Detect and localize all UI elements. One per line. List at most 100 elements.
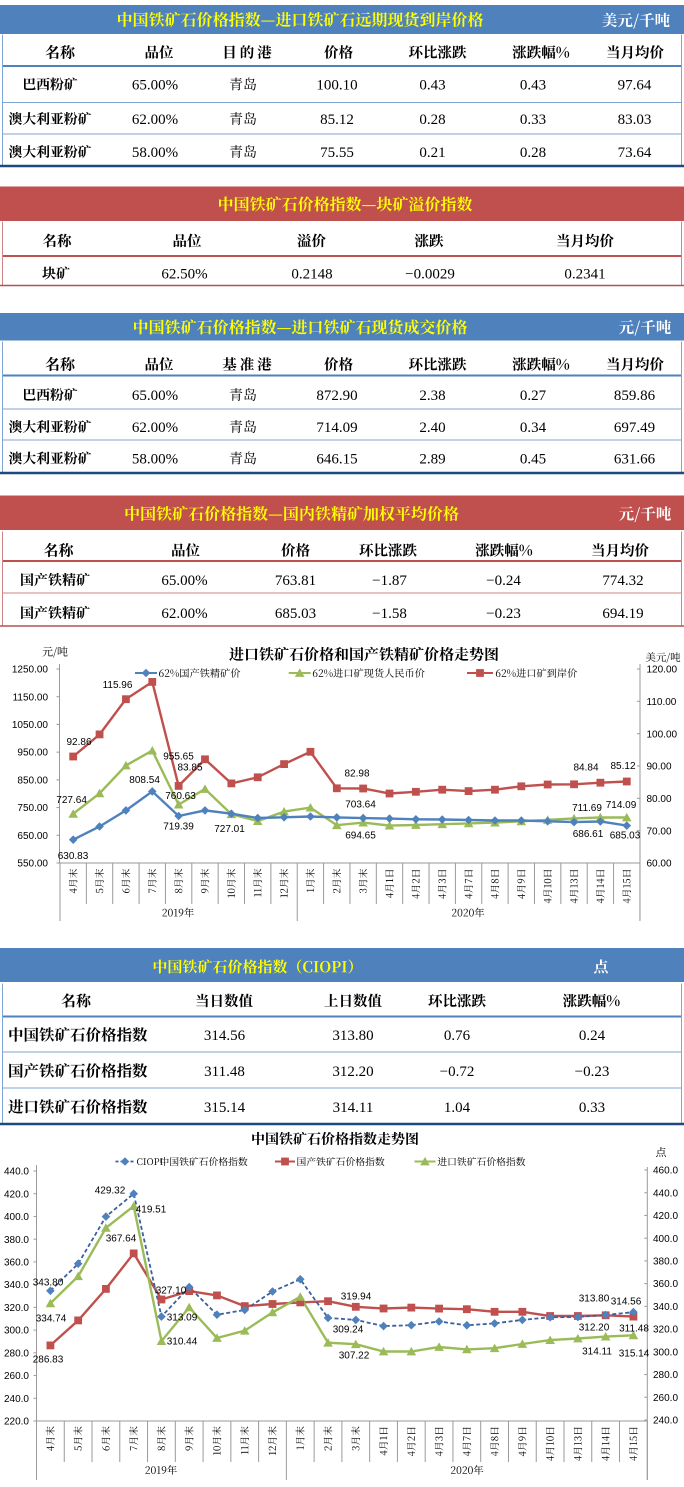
svg-text:380.0: 380.0 — [4, 1235, 29, 1246]
svg-text:313.80: 313.80 — [579, 1294, 610, 1305]
svg-text:0.34: 0.34 — [520, 420, 547, 436]
svg-text:100.10: 100.10 — [316, 77, 357, 93]
svg-text:−0.0029: −0.0029 — [405, 266, 455, 282]
svg-text:309.24: 309.24 — [333, 1325, 364, 1336]
svg-text:97.64: 97.64 — [618, 77, 652, 93]
svg-text:650.00: 650.00 — [17, 831, 48, 842]
svg-text:260.0: 260.0 — [653, 1393, 678, 1404]
svg-text:−1.87: −1.87 — [372, 573, 407, 589]
svg-text:0.2148: 0.2148 — [291, 266, 332, 282]
svg-text:300.0: 300.0 — [4, 1326, 29, 1337]
svg-text:311.48: 311.48 — [619, 1324, 649, 1335]
svg-text:872.90: 872.90 — [316, 388, 357, 404]
svg-text:65.00%: 65.00% — [132, 388, 178, 404]
svg-text:315.14: 315.14 — [204, 1100, 246, 1116]
svg-text:400.0: 400.0 — [653, 1234, 678, 1245]
svg-text:314.56: 314.56 — [204, 1028, 246, 1044]
svg-text:280.0: 280.0 — [653, 1370, 678, 1381]
svg-text:115.96: 115.96 — [103, 680, 133, 691]
svg-text:550.00: 550.00 — [17, 859, 48, 870]
svg-text:0.76: 0.76 — [444, 1028, 471, 1044]
svg-text:0.2341: 0.2341 — [564, 266, 605, 282]
svg-text:2.38: 2.38 — [419, 388, 445, 404]
svg-text:0.43: 0.43 — [419, 77, 445, 93]
svg-text:808.54: 808.54 — [129, 775, 160, 786]
svg-text:0.33: 0.33 — [520, 112, 546, 128]
svg-text:440.0: 440.0 — [653, 1188, 678, 1199]
svg-text:685.03: 685.03 — [610, 831, 641, 842]
svg-text:110.00: 110.00 — [647, 697, 677, 708]
svg-text:62.00%: 62.00% — [161, 606, 207, 622]
svg-text:−1.58: −1.58 — [372, 606, 407, 622]
svg-text:314.11: 314.11 — [582, 1347, 612, 1358]
svg-text:340.0: 340.0 — [653, 1302, 678, 1313]
svg-text:62.00%: 62.00% — [132, 112, 178, 128]
svg-text:65.00%: 65.00% — [161, 573, 207, 589]
svg-text:260.0: 260.0 — [4, 1371, 29, 1382]
svg-text:312.20: 312.20 — [579, 1323, 610, 1334]
svg-text:80.00: 80.00 — [647, 794, 672, 805]
svg-text:2.40: 2.40 — [419, 420, 445, 436]
svg-text:380.0: 380.0 — [653, 1257, 678, 1268]
svg-text:0.21: 0.21 — [419, 145, 445, 161]
svg-text:750.00: 750.00 — [17, 803, 48, 814]
svg-text:685.03: 685.03 — [275, 606, 316, 622]
svg-text:310.44: 310.44 — [167, 1337, 198, 1348]
svg-text:58.00%: 58.00% — [132, 145, 178, 161]
svg-text:0.43: 0.43 — [520, 77, 546, 93]
svg-text:313.09: 313.09 — [167, 1313, 198, 1324]
svg-text:714.09: 714.09 — [606, 800, 637, 811]
svg-text:703.64: 703.64 — [345, 800, 376, 811]
svg-text:240.0: 240.0 — [4, 1394, 29, 1405]
svg-text:313.80: 313.80 — [332, 1028, 373, 1044]
svg-text:420.0: 420.0 — [653, 1211, 678, 1222]
svg-text:343.80: 343.80 — [33, 1278, 64, 1289]
svg-text:300.0: 300.0 — [653, 1347, 678, 1358]
svg-text:84.84: 84.84 — [573, 763, 598, 774]
svg-text:82.98: 82.98 — [344, 769, 369, 780]
svg-text:360.0: 360.0 — [4, 1258, 29, 1269]
svg-text:697.49: 697.49 — [614, 420, 655, 436]
svg-text:83.85: 83.85 — [177, 763, 202, 774]
svg-text:83.03: 83.03 — [618, 112, 652, 128]
svg-text:711.69: 711.69 — [572, 803, 602, 814]
svg-text:367.64: 367.64 — [106, 1234, 137, 1245]
svg-text:1.04: 1.04 — [444, 1100, 471, 1116]
svg-text:763.81: 763.81 — [275, 573, 316, 589]
svg-text:0.45: 0.45 — [520, 451, 546, 467]
svg-text:646.15: 646.15 — [316, 451, 357, 467]
svg-text:400.0: 400.0 — [4, 1212, 29, 1223]
svg-text:85.12: 85.12 — [610, 761, 635, 772]
svg-text:−0.72: −0.72 — [440, 1064, 475, 1080]
svg-text:312.20: 312.20 — [332, 1064, 373, 1080]
svg-text:0.24: 0.24 — [579, 1028, 606, 1044]
svg-text:334.74: 334.74 — [36, 1314, 67, 1325]
svg-text:950.00: 950.00 — [17, 748, 48, 759]
svg-text:1150.00: 1150.00 — [13, 692, 49, 703]
svg-text:774.32: 774.32 — [602, 573, 643, 589]
svg-text:320.0: 320.0 — [4, 1303, 29, 1314]
svg-text:859.86: 859.86 — [614, 388, 656, 404]
svg-text:320.0: 320.0 — [653, 1325, 678, 1336]
svg-text:65.00%: 65.00% — [132, 77, 178, 93]
svg-text:−0.24: −0.24 — [486, 573, 521, 589]
svg-text:727.64: 727.64 — [56, 795, 87, 806]
svg-text:1050.00: 1050.00 — [12, 720, 49, 731]
svg-text:−0.23: −0.23 — [486, 606, 521, 622]
svg-text:240.0: 240.0 — [653, 1416, 678, 1427]
svg-text:100.00: 100.00 — [647, 729, 678, 740]
svg-text:315.14: 315.14 — [619, 1349, 650, 1360]
svg-text:73.64: 73.64 — [618, 145, 652, 161]
svg-text:0.28: 0.28 — [520, 145, 546, 161]
svg-text:311.48: 311.48 — [204, 1064, 245, 1080]
svg-text:92.86: 92.86 — [66, 737, 91, 748]
svg-text:75.55: 75.55 — [320, 145, 354, 161]
svg-text:360.0: 360.0 — [653, 1279, 678, 1290]
svg-text:70.00: 70.00 — [647, 826, 672, 837]
svg-text:686.61: 686.61 — [573, 829, 604, 840]
svg-text:0.33: 0.33 — [579, 1100, 605, 1116]
svg-text:631.66: 631.66 — [614, 451, 656, 467]
svg-text:727.01: 727.01 — [214, 824, 245, 835]
svg-text:314.56: 314.56 — [611, 1297, 642, 1308]
svg-text:327.10: 327.10 — [156, 1286, 187, 1297]
